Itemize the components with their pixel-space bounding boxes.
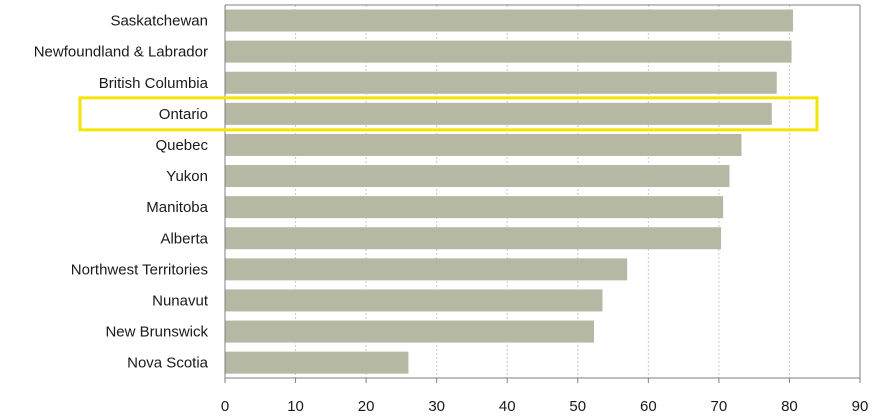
category-label: New Brunswick (105, 324, 208, 341)
bar-new-brunswick (225, 320, 595, 343)
axes (224, 4, 861, 383)
category-label: Manitoba (146, 199, 208, 216)
category-label: Newfoundland & Labrador (34, 44, 208, 61)
category-label: Ontario (159, 106, 208, 123)
highlight-layer (78, 96, 819, 132)
category-label: British Columbia (99, 75, 209, 92)
category-label: Nunavut (152, 292, 209, 309)
x-tick-label: 80 (781, 398, 798, 415)
bars (225, 9, 793, 374)
x-tick-label: 10 (287, 398, 304, 415)
x-tick-label: 30 (428, 398, 445, 415)
x-tick-label: 40 (499, 398, 516, 415)
bar-manitoba (225, 196, 724, 219)
category-label: Alberta (160, 230, 208, 247)
x-tick-labels: 0 10 20 30 40 50 60 70 80 90 (221, 398, 869, 415)
x-tick-label: 50 (569, 398, 586, 415)
category-label: Saskatchewan (110, 13, 208, 30)
x-tick-label: 70 (711, 398, 728, 415)
bar-nova-scotia (225, 351, 409, 374)
bar-british-columbia (225, 71, 777, 94)
bar-saskatchewan (225, 9, 793, 32)
bar-alberta (225, 227, 722, 250)
x-tick-label: 20 (358, 398, 375, 415)
category-labels: Saskatchewan Newfoundland & Labrador Briti… (34, 13, 209, 372)
x-tick-label: 0 (221, 398, 229, 415)
bar-newfoundland-labrador (225, 40, 792, 63)
bar-quebec (225, 133, 742, 156)
bar-northwest-territories (225, 258, 628, 281)
category-label: Yukon (166, 168, 208, 185)
bar-yukon (225, 165, 730, 188)
bar-ontario (225, 102, 772, 125)
bar-nunavut (225, 289, 603, 312)
category-label: Nova Scotia (127, 355, 209, 372)
highlight-box (78, 96, 819, 132)
category-label: Northwest Territories (71, 261, 208, 278)
x-tick-label: 90 (852, 398, 869, 415)
x-tick-label: 60 (640, 398, 657, 415)
category-label: Quebec (155, 137, 208, 154)
